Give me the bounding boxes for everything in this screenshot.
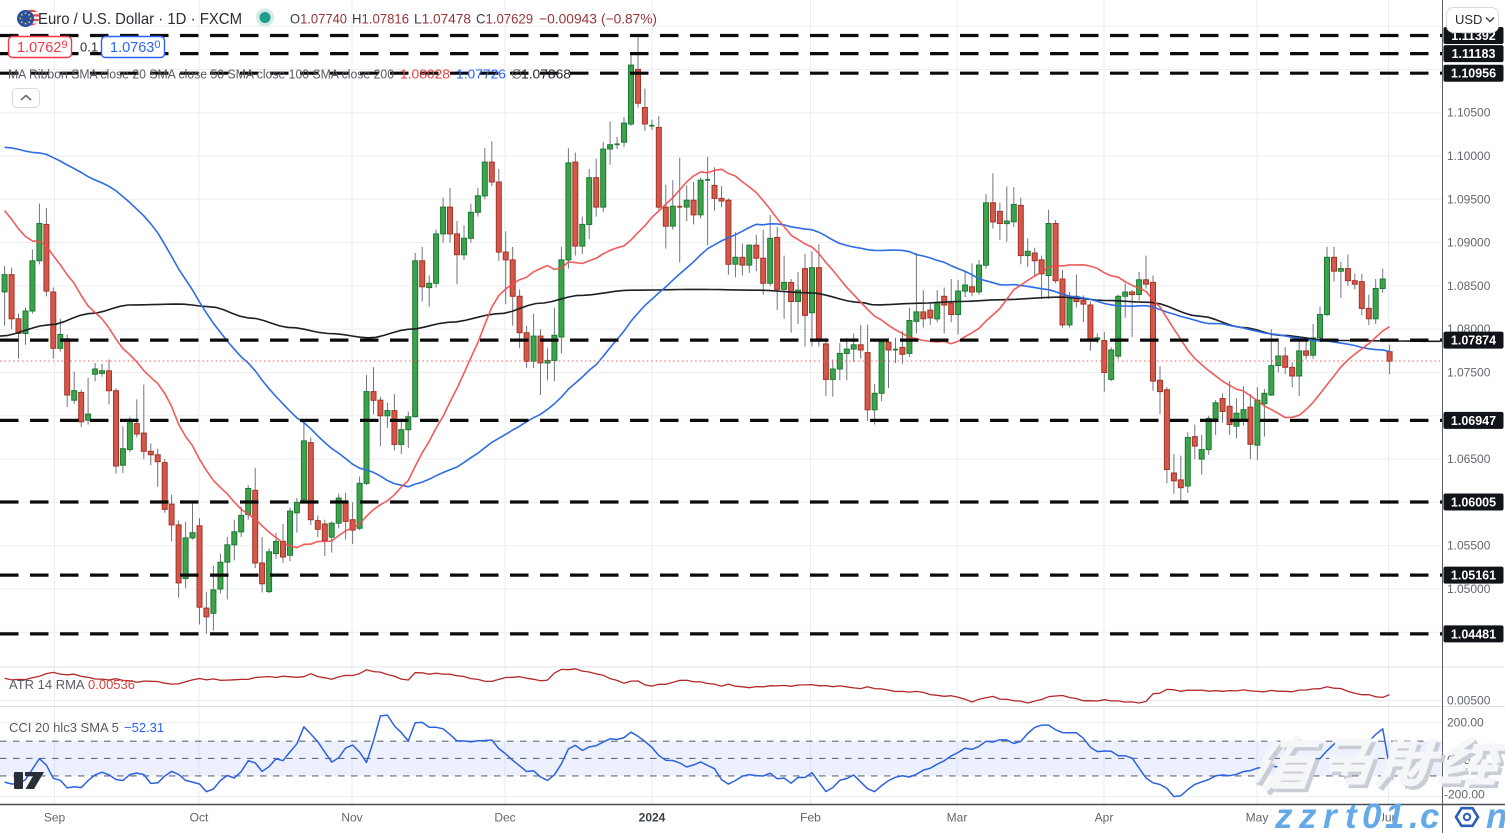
svg-text:2024: 2024 bbox=[639, 811, 666, 825]
svg-text:USD: USD bbox=[1455, 12, 1482, 27]
svg-text:1.08500: 1.08500 bbox=[1447, 279, 1491, 293]
svg-text:ATR 14 RMA: ATR 14 RMA bbox=[9, 677, 85, 692]
svg-text:1.05161: 1.05161 bbox=[1451, 569, 1496, 583]
svg-text:Oct: Oct bbox=[190, 811, 209, 825]
svg-text:0.00500: 0.00500 bbox=[1447, 694, 1491, 708]
svg-text:1.09000: 1.09000 bbox=[1447, 236, 1491, 250]
svg-text:1.07500: 1.07500 bbox=[1447, 366, 1491, 380]
svg-text:Feb: Feb bbox=[800, 811, 821, 825]
svg-text:−0.00943: −0.00943 bbox=[539, 11, 597, 27]
svg-text:Apr: Apr bbox=[1095, 811, 1114, 825]
svg-text:C1.07629: C1.07629 bbox=[476, 11, 533, 27]
svg-text:1.07726: 1.07726 bbox=[456, 67, 506, 82]
svg-text:1.05500: 1.05500 bbox=[1447, 539, 1491, 553]
svg-text:Nov: Nov bbox=[341, 811, 362, 825]
svg-text:Dec: Dec bbox=[494, 811, 515, 825]
svg-text:1.09500: 1.09500 bbox=[1447, 192, 1491, 206]
svg-text:1.10956: 1.10956 bbox=[1451, 67, 1496, 81]
svg-text:n: n bbox=[1488, 799, 1505, 833]
svg-text:May: May bbox=[1246, 811, 1269, 825]
svg-text:1.06500: 1.06500 bbox=[1447, 452, 1491, 466]
svg-text:Jun: Jun bbox=[1379, 811, 1398, 825]
svg-text:n: n bbox=[1486, 797, 1505, 833]
svg-text:1.05000: 1.05000 bbox=[1447, 582, 1491, 596]
svg-text:1.07868: 1.07868 bbox=[521, 67, 571, 82]
svg-text:(−0.87%): (−0.87%) bbox=[601, 11, 657, 27]
svg-text:1.08028: 1.08028 bbox=[400, 67, 450, 82]
svg-text:1.10000: 1.10000 bbox=[1447, 149, 1491, 163]
svg-text:1.04481: 1.04481 bbox=[1451, 627, 1496, 641]
svg-text:H1.07816: H1.07816 bbox=[352, 11, 409, 27]
svg-text:1.07629: 1.07629 bbox=[17, 39, 67, 56]
svg-text:1.11183: 1.11183 bbox=[1452, 47, 1496, 61]
svg-text:∅: ∅ bbox=[511, 67, 522, 82]
svg-text:1.07630: 1.07630 bbox=[110, 39, 160, 56]
svg-text:Mar: Mar bbox=[947, 811, 968, 825]
svg-text:MA Ribbon SMA close 20 SMA clo: MA Ribbon SMA close 20 SMA close 50 SMA … bbox=[8, 67, 394, 82]
svg-text:-200.00: -200.00 bbox=[1444, 787, 1485, 801]
svg-text:Sep: Sep bbox=[44, 811, 66, 825]
svg-text:CCI 20 hlc3 SMA 5: CCI 20 hlc3 SMA 5 bbox=[9, 720, 119, 735]
svg-text:Euro / U.S. Dollar · 1D · FXCM: Euro / U.S. Dollar · 1D · FXCM bbox=[38, 11, 242, 28]
svg-text:200.00: 200.00 bbox=[1447, 715, 1484, 729]
svg-text:1.06947: 1.06947 bbox=[1451, 414, 1496, 428]
svg-text:0.1: 0.1 bbox=[80, 40, 98, 55]
svg-text:−52.31: −52.31 bbox=[124, 720, 164, 735]
svg-text:0.00536: 0.00536 bbox=[88, 677, 135, 692]
svg-text:1.10500: 1.10500 bbox=[1447, 106, 1491, 120]
svg-text:L1.07478: L1.07478 bbox=[414, 11, 471, 27]
svg-text:1.07874: 1.07874 bbox=[1451, 334, 1496, 348]
svg-text:O1.07740: O1.07740 bbox=[290, 11, 347, 27]
svg-text:1.06005: 1.06005 bbox=[1451, 496, 1496, 510]
